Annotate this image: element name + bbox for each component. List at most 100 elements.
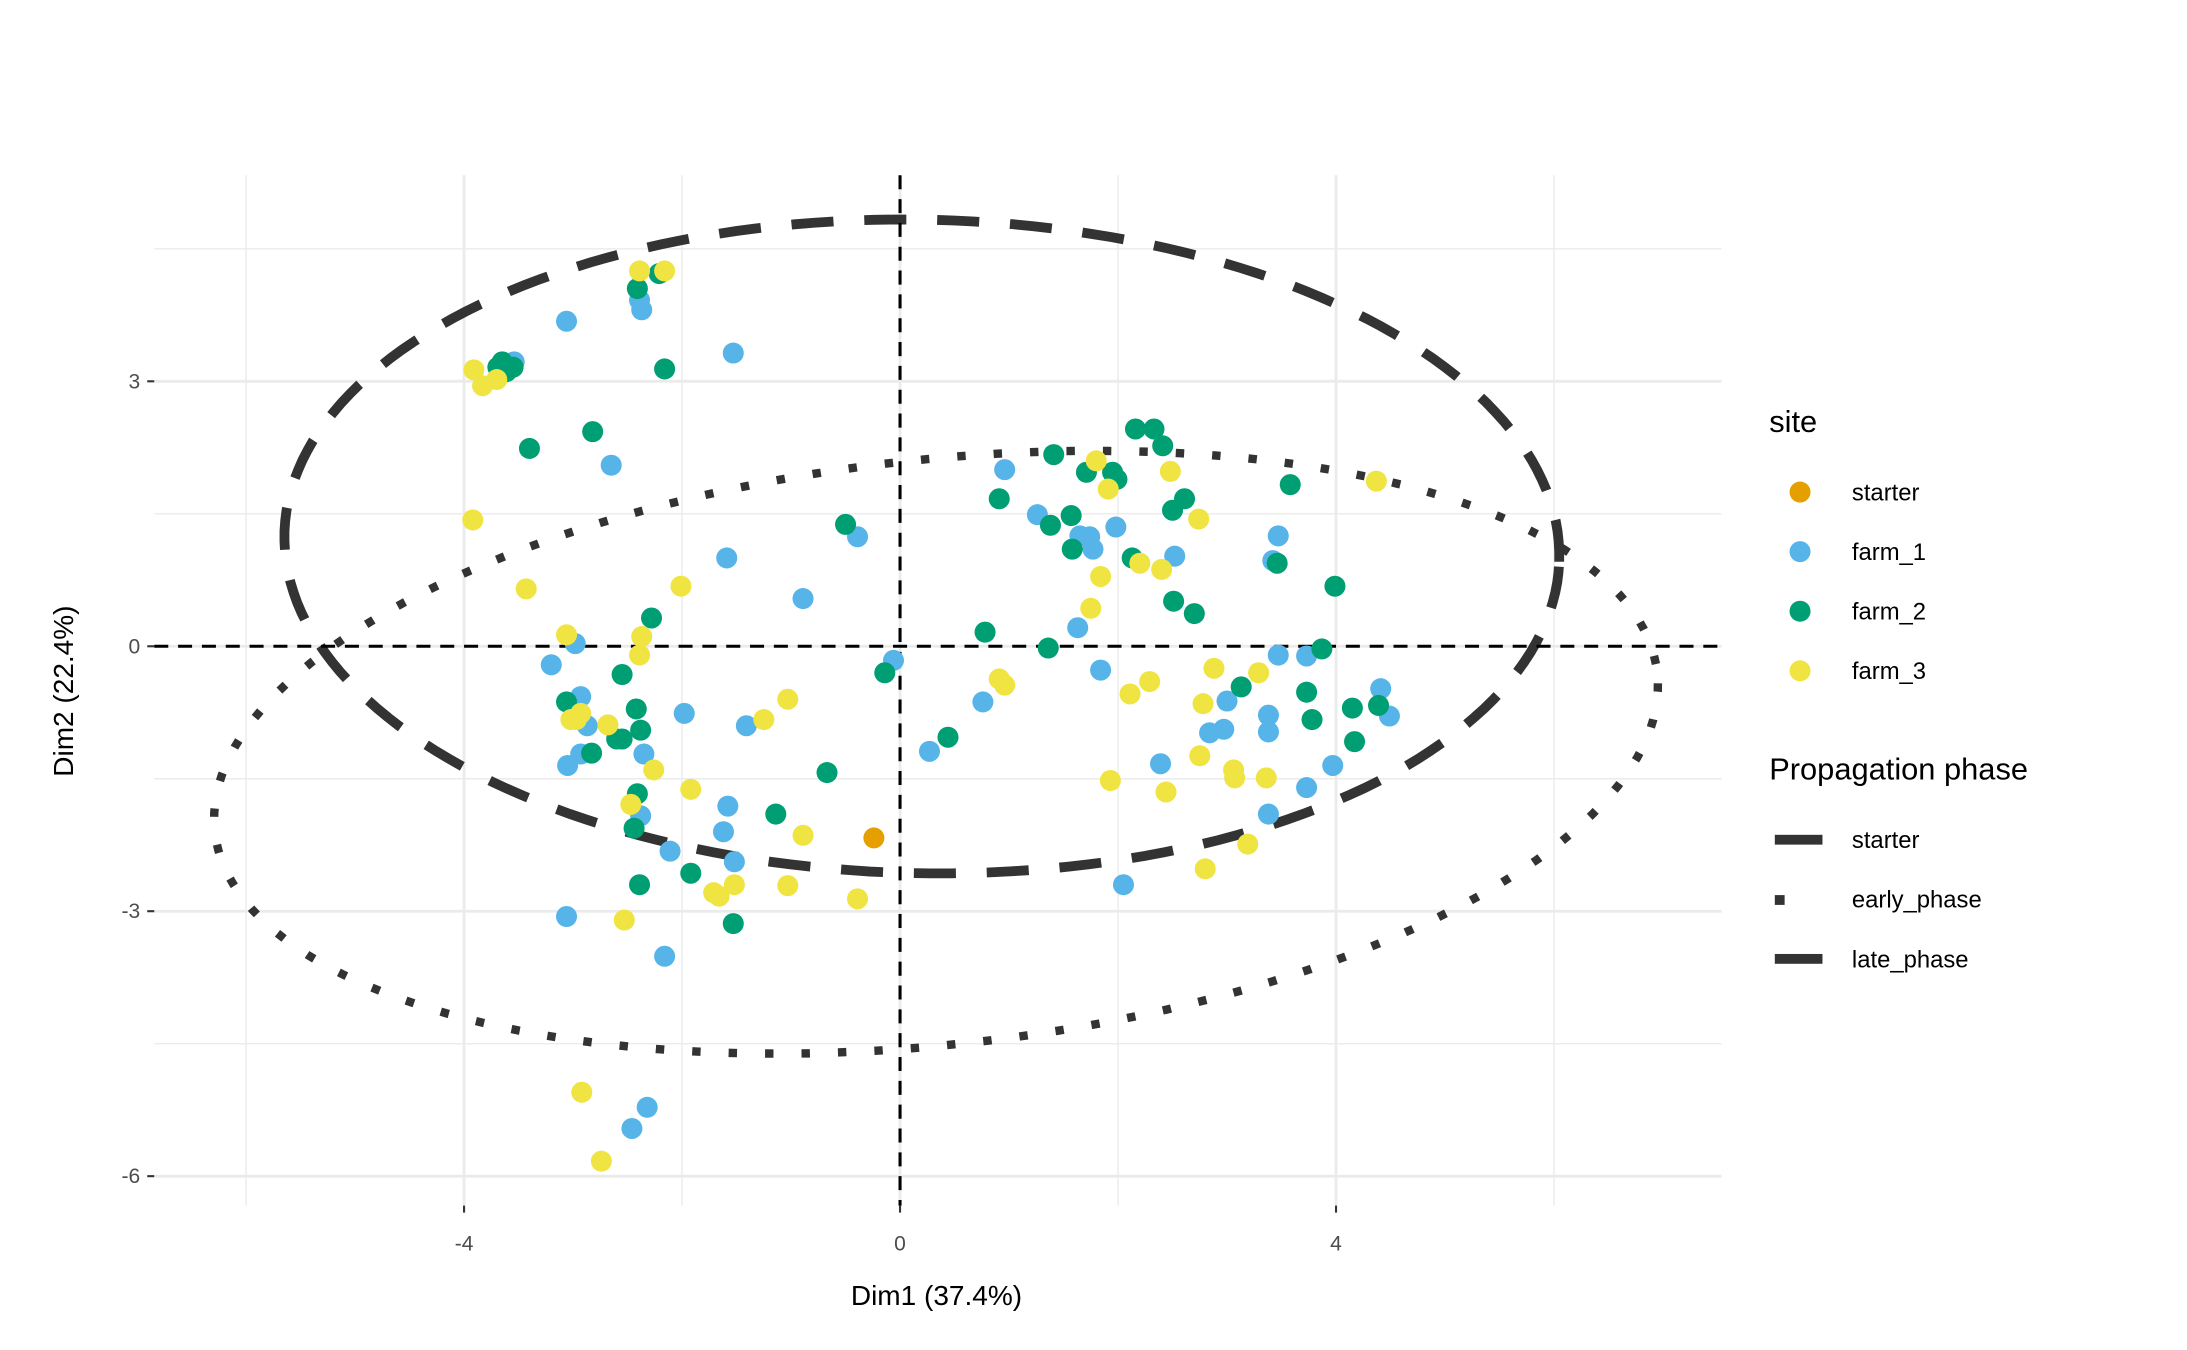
point-farm-2 [641, 607, 663, 629]
point-farm-3 [1203, 657, 1225, 679]
point-farm-2 [937, 726, 959, 748]
point-farm-3 [590, 1150, 612, 1172]
point-farm-2 [1279, 474, 1301, 496]
legend-key-farm-2 [1789, 600, 1811, 622]
point-farm-1 [1164, 545, 1186, 567]
legend-key-late-phase [1774, 953, 1823, 964]
point-farm-2 [816, 762, 838, 784]
point-farm-1 [722, 342, 744, 364]
point-farm-2 [625, 698, 647, 720]
point-farm-2 [1266, 552, 1288, 574]
confidence-ellipses [209, 214, 1663, 1058]
point-farm-2 [582, 421, 604, 443]
y-tick-label: -6 [122, 1165, 141, 1188]
legend-key-early-phase [1774, 895, 1785, 905]
point-farm-1 [972, 691, 994, 713]
point-farm-2 [581, 742, 603, 764]
point-farm-1 [1370, 678, 1392, 700]
point-farm-3 [556, 624, 578, 646]
point-farm-3 [708, 885, 730, 907]
point-farm-1 [1216, 690, 1238, 712]
legend-label-starter: starter [1852, 827, 1920, 854]
point-farm-2 [654, 358, 676, 380]
point-farm-1 [1257, 721, 1279, 743]
reference-lines [154, 175, 1722, 1206]
point-farm-1 [1067, 617, 1089, 639]
point-farm-3 [1159, 460, 1181, 482]
point-farm-3 [565, 709, 587, 731]
point-farm-3 [620, 793, 642, 815]
point-starter [863, 827, 885, 849]
point-farm-2 [988, 488, 1010, 510]
legend-label-farm-3: farm_3 [1852, 658, 1926, 685]
point-farm-2 [1037, 637, 1059, 659]
point-farm-1 [1257, 704, 1279, 726]
point-farm-2 [1163, 590, 1185, 612]
legend-key-farm-1 [1789, 541, 1811, 563]
point-farm-3 [571, 1081, 593, 1103]
point-farm-3 [463, 359, 485, 381]
x-tick-label: -4 [455, 1232, 474, 1255]
point-farm-3 [486, 369, 508, 391]
point-farm-3 [1151, 558, 1173, 580]
point-farm-3 [1192, 693, 1214, 715]
point-farm-3 [1188, 508, 1210, 530]
point-farm-1 [1105, 516, 1127, 538]
point-farm-3 [1099, 769, 1121, 792]
point-farm-2 [1230, 676, 1252, 698]
point-farm-3 [1237, 833, 1259, 855]
point-farm-3 [753, 709, 775, 731]
point-farm-3 [792, 824, 814, 846]
point-farm-1 [1267, 525, 1289, 547]
point-farm-3 [1097, 478, 1119, 500]
point-farm-3 [1080, 597, 1102, 619]
point-farm-3 [597, 714, 619, 736]
y-tick-label: -3 [122, 900, 141, 923]
point-farm-1 [723, 851, 745, 873]
point-farm-2 [1039, 514, 1061, 536]
point-farm-1 [1150, 753, 1172, 775]
point-farm-2 [1124, 418, 1146, 440]
point-farm-2 [835, 513, 857, 535]
y-tick-label: 3 [129, 370, 141, 393]
point-farm-2 [626, 278, 648, 300]
point-farm-3 [847, 888, 869, 910]
point-farm-2 [630, 719, 652, 741]
legend: site Propagation phase starter farm_1farm… [1769, 404, 2028, 974]
point-farm-1 [1267, 644, 1289, 666]
point-farm-2 [1311, 638, 1333, 660]
point-farm-1 [1322, 754, 1344, 777]
point-farm-2 [722, 913, 744, 935]
point-farm-1 [735, 715, 757, 737]
point-farm-1 [600, 454, 622, 476]
point-farm-3 [629, 260, 651, 282]
legend-label-early-phase: early_phase [1852, 887, 1982, 914]
x-tick-label: 0 [894, 1232, 906, 1255]
point-farm-2 [1301, 709, 1323, 731]
point-farm-2 [518, 437, 540, 459]
point-farm-1 [621, 1117, 643, 1139]
point-farm-3 [613, 909, 635, 931]
linetype-legend-title: Propagation phase [1769, 751, 2028, 786]
axes: -4 0 4 -6 -3 0 3 [122, 370, 1343, 1255]
point-farm-3 [777, 688, 799, 710]
point-farm-1 [717, 795, 739, 817]
point-farm-2 [1043, 444, 1065, 466]
point-farm-3 [723, 874, 745, 896]
point-farm-1 [1296, 777, 1318, 799]
point-farm-3 [777, 875, 799, 897]
point-farm-2 [1368, 694, 1390, 716]
point-farm-1 [712, 821, 734, 843]
point-farm-3 [1255, 767, 1277, 789]
point-farm-2 [765, 803, 787, 825]
point-farm-1 [1257, 803, 1279, 825]
point-farm-2 [874, 662, 896, 684]
point-farm-1 [673, 702, 695, 724]
point-farm-2 [1296, 681, 1318, 703]
data-points [462, 260, 1400, 1172]
point-farm-2 [556, 691, 578, 713]
point-farm-1 [918, 740, 940, 762]
point-farm-2 [974, 621, 996, 643]
legend-label-farm-1: farm_1 [1852, 539, 1926, 566]
